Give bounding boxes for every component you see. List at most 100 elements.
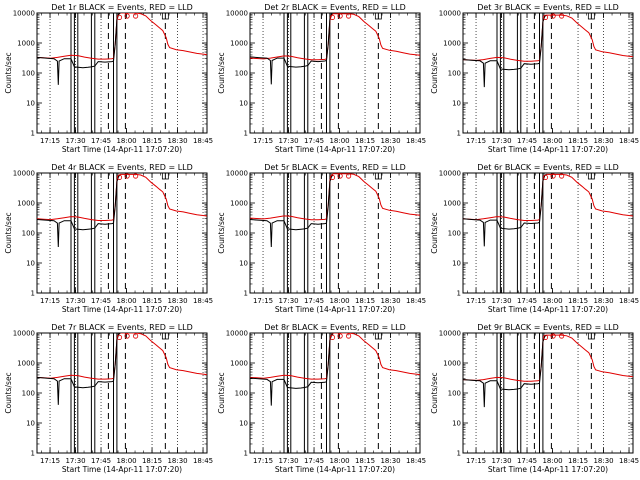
x-tick-label: 18:30 (593, 297, 613, 305)
events-series-line (37, 174, 121, 248)
x-tick-label: 18:45 (193, 457, 213, 465)
lld-series-line (250, 13, 420, 61)
x-tick-label: 17:15 (253, 137, 273, 145)
circle-marker (558, 173, 565, 179)
lld-series-line (37, 13, 207, 60)
plot-area (37, 173, 207, 293)
circle-marker (345, 333, 352, 339)
x-tick-label: 18:45 (619, 457, 639, 465)
chart-panel: Det 2r BLACK = Events, RED = LLD 1 10 100 10… (217, 3, 426, 154)
x-axis-label: Start Time (14-Apr-11 17:07:20) (62, 465, 182, 474)
plot-area (463, 13, 633, 133)
square-marker (161, 333, 169, 340)
square-marker (161, 173, 169, 180)
y-tick-label: 1000 (17, 200, 35, 208)
x-tick-label: 17:15 (40, 297, 60, 305)
square-marker (587, 333, 595, 340)
y-axis-label: Counts/sec (4, 372, 13, 413)
circle-marker (558, 333, 565, 339)
circle-marker (542, 334, 549, 340)
y-tick-label: 100 (235, 70, 248, 78)
y-tick-label: 1000 (230, 360, 248, 368)
plot-area (463, 173, 633, 293)
panel-title: Det 9r BLACK = Events, RED = LLD (477, 323, 619, 332)
x-tick-label: 17:15 (253, 297, 273, 305)
x-tick-label: 18:00 (116, 137, 136, 145)
y-tick-label: 10 (26, 100, 35, 108)
panel-title: Det 7r BLACK = Events, RED = LLD (51, 323, 193, 332)
circle-marker (116, 14, 123, 20)
circle-marker (337, 333, 343, 339)
square-marker (587, 173, 595, 180)
events-series-line (463, 14, 547, 88)
x-tick-label: 17:15 (466, 457, 486, 465)
x-tick-label: 18:30 (167, 457, 187, 465)
x-tick-label: 18:15 (568, 137, 588, 145)
y-axis-label: Counts/sec (430, 52, 439, 93)
x-tick-label: 18:00 (542, 297, 562, 305)
square-marker (587, 13, 595, 20)
y-tick-label: 10 (452, 260, 461, 268)
panel-title: Det 4r BLACK = Events, RED = LLD (51, 163, 193, 172)
y-tick-label: 100 (448, 390, 461, 398)
x-tick-label: 18:00 (329, 457, 349, 465)
plot-area (463, 333, 633, 453)
x-tick-label: 18:00 (116, 457, 136, 465)
x-tick-label: 18:45 (406, 457, 426, 465)
circle-marker (329, 334, 336, 340)
y-tick-label: 1 (31, 290, 35, 298)
y-tick-label: 10 (452, 100, 461, 108)
x-axis-label: Start Time (14-Apr-11 17:07:20) (488, 305, 608, 314)
panel-title: Det 8r BLACK = Events, RED = LLD (264, 323, 406, 332)
chart-panel: Det 8r BLACK = Events, RED = LLD 1 10 100 10… (217, 323, 426, 474)
x-tick-label: 18:15 (142, 137, 162, 145)
x-tick-label: 18:15 (355, 457, 375, 465)
circle-marker (550, 13, 556, 19)
plot-area (37, 13, 207, 133)
circle-marker (337, 13, 343, 19)
lld-series-line (463, 173, 633, 221)
y-tick-label: 1000 (443, 40, 461, 48)
events-series-line (250, 333, 334, 406)
events-series-line (463, 174, 547, 247)
lld-series-line (37, 173, 207, 221)
x-tick-label: 17:45 (517, 137, 537, 145)
x-tick-label: 18:15 (355, 137, 375, 145)
chart-panel: Det 6r BLACK = Events, RED = LLD 1 10 100 10… (430, 163, 639, 314)
y-axis-label: Counts/sec (430, 212, 439, 253)
circle-marker (116, 334, 123, 340)
x-tick-label: 17:30 (65, 137, 85, 145)
y-tick-label: 10000 (439, 10, 461, 18)
x-tick-label: 18:30 (167, 297, 187, 305)
x-tick-label: 18:00 (542, 137, 562, 145)
x-tick-label: 17:30 (491, 457, 511, 465)
circle-marker (542, 14, 549, 20)
events-series-line (37, 13, 121, 85)
x-tick-label: 18:30 (380, 137, 400, 145)
y-tick-label: 1 (31, 450, 35, 458)
y-tick-label: 10000 (226, 170, 248, 178)
chart-panel: Det 9r BLACK = Events, RED = LLD 1 10 100 10… (430, 323, 639, 474)
lld-series-line (463, 334, 633, 382)
circle-marker (124, 173, 130, 179)
y-tick-label: 1 (244, 450, 248, 458)
panel-title: Det 5r BLACK = Events, RED = LLD (264, 163, 406, 172)
y-axis-label: Counts/sec (217, 372, 226, 413)
x-tick-label: 17:45 (91, 297, 111, 305)
plot-area (250, 13, 420, 133)
y-tick-label: 1 (244, 290, 248, 298)
y-tick-label: 10000 (226, 10, 248, 18)
panel-grid: Det 1r BLACK = Events, RED = LLD 1 10 100 10… (4, 3, 639, 474)
y-tick-label: 10 (26, 420, 35, 428)
circle-marker (329, 14, 336, 20)
panel-title: Det 3r BLACK = Events, RED = LLD (477, 3, 619, 12)
x-tick-label: 17:45 (517, 297, 537, 305)
circle-marker (116, 174, 123, 180)
lld-series-line (37, 333, 207, 380)
x-tick-label: 17:30 (278, 457, 298, 465)
y-tick-label: 1000 (443, 200, 461, 208)
y-tick-label: 10 (239, 100, 248, 108)
y-tick-label: 10000 (13, 330, 35, 338)
x-tick-label: 17:45 (91, 137, 111, 145)
